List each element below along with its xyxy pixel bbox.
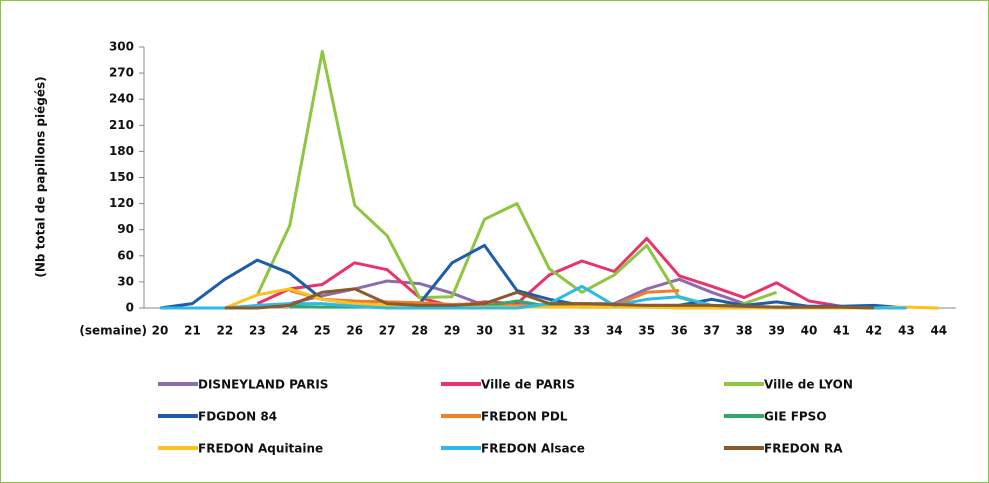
y-tick-label: 120 — [109, 196, 134, 210]
x-tick-label: 22 — [217, 324, 234, 338]
x-tick-label: 38 — [736, 324, 753, 338]
series-line — [256, 49, 778, 308]
x-tick-label: 43 — [898, 324, 915, 338]
series-line — [256, 236, 842, 308]
x-tick-label: 24 — [281, 324, 298, 338]
y-tick-label: 30 — [117, 274, 134, 288]
x-tick-label: 40 — [801, 324, 818, 338]
legend-label: Ville de LYON — [764, 378, 853, 392]
y-tick-label: 210 — [109, 118, 134, 132]
legend-label: FREDON PDL — [481, 410, 568, 424]
y-axis-label: (Nb total de papillons piégés) — [34, 76, 48, 277]
x-tick-label: 28 — [411, 324, 428, 338]
legend-label: Ville de PARIS — [481, 378, 575, 392]
legend-label: FREDON RA — [764, 442, 843, 456]
x-tick-label: 25 — [314, 324, 331, 338]
x-tick-label: 27 — [379, 324, 396, 338]
y-tick-label: 180 — [109, 144, 134, 158]
legend-label: DISNEYLAND PARIS — [198, 378, 328, 392]
x-tick-label: 35 — [638, 324, 655, 338]
legend-label: FDGDON 84 — [198, 410, 277, 424]
x-tick-label: 44 — [930, 324, 947, 338]
x-tick-label: 34 — [606, 324, 623, 338]
x-axis-label: (semaine) — [79, 324, 147, 338]
legend-label: FREDON Alsace — [481, 442, 585, 456]
x-tick-label: 20 — [152, 324, 169, 338]
x-tick-label: 36 — [671, 324, 688, 338]
series-line — [159, 243, 907, 310]
series-line — [224, 287, 874, 310]
legend-label: FREDON Aquitaine — [198, 442, 323, 456]
x-tick-label: 21 — [184, 324, 201, 338]
y-tick-label: 240 — [109, 92, 134, 106]
y-tick-label: 150 — [109, 170, 134, 184]
x-tick-label: 29 — [444, 324, 461, 338]
x-tick-label: 33 — [573, 324, 590, 338]
x-tick-label: 42 — [866, 324, 883, 338]
y-tick-label: 60 — [117, 248, 134, 262]
x-tick-label: 32 — [541, 324, 558, 338]
x-tick-label: 39 — [768, 324, 785, 338]
y-tick-label: 270 — [109, 66, 134, 80]
y-tick-label: 300 — [109, 40, 134, 54]
legend-label: GIE FPSO — [764, 410, 827, 424]
x-tick-label: 23 — [249, 324, 266, 338]
x-tick-label: 41 — [833, 324, 850, 338]
x-tick-label: 37 — [703, 324, 720, 338]
x-tick-label: 26 — [346, 324, 363, 338]
y-tick-label: 90 — [117, 222, 134, 236]
x-tick-label: 31 — [509, 324, 526, 338]
x-tick-label: 30 — [476, 324, 493, 338]
y-tick-label: 0 — [126, 301, 134, 315]
